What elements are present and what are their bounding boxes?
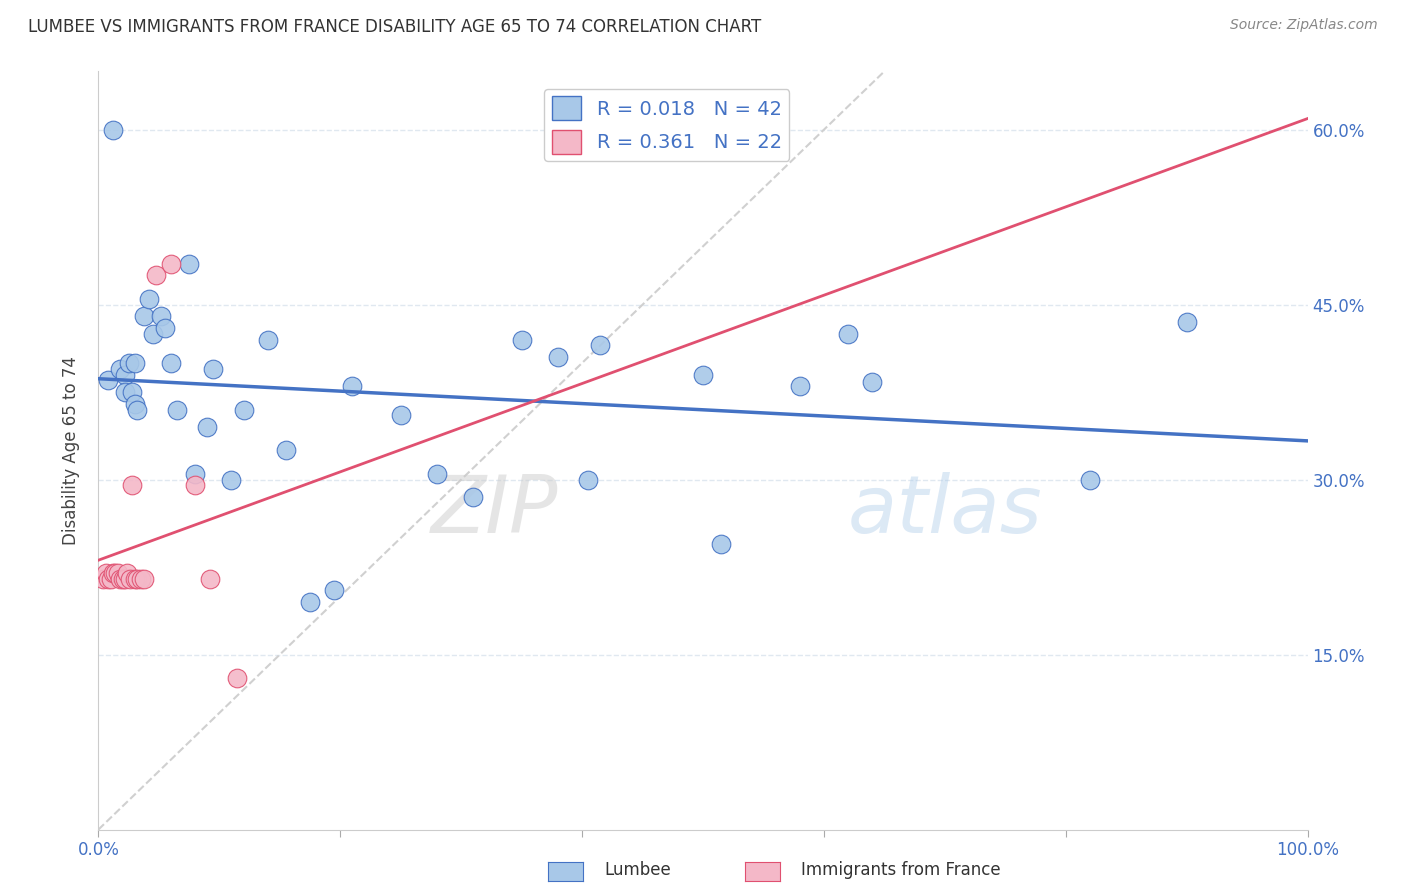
- Point: [145, 268, 167, 283]
- Point: [124, 572, 146, 586]
- Point: [114, 368, 136, 382]
- Text: ZIP: ZIP: [430, 472, 558, 550]
- Y-axis label: Disability Age 65 to 74: Disability Age 65 to 74: [62, 356, 80, 545]
- Point: [221, 473, 243, 487]
- Point: [342, 379, 364, 393]
- Point: [510, 333, 533, 347]
- Point: [198, 572, 221, 586]
- Point: [127, 402, 149, 417]
- Point: [118, 572, 141, 586]
- Point: [323, 583, 346, 598]
- Point: [134, 310, 156, 324]
- Point: [121, 385, 143, 400]
- Text: atlas: atlas: [848, 472, 1043, 550]
- Point: [1175, 315, 1198, 329]
- Point: [710, 537, 733, 551]
- Point: [232, 402, 254, 417]
- Point: [589, 338, 612, 352]
- Text: Source: ZipAtlas.com: Source: ZipAtlas.com: [1230, 18, 1378, 32]
- Point: [134, 572, 156, 586]
- Point: [153, 321, 176, 335]
- Point: [860, 375, 883, 389]
- Point: [114, 572, 136, 586]
- Legend: R = 0.018   N = 42, R = 0.361   N = 22: R = 0.018 N = 42, R = 0.361 N = 22: [544, 88, 789, 161]
- Point: [202, 361, 225, 376]
- Point: [426, 467, 449, 481]
- Point: [184, 467, 207, 481]
- Point: [91, 572, 114, 586]
- Text: LUMBEE VS IMMIGRANTS FROM FRANCE DISABILITY AGE 65 TO 74 CORRELATION CHART: LUMBEE VS IMMIGRANTS FROM FRANCE DISABIL…: [28, 18, 762, 36]
- Point: [124, 397, 146, 411]
- Point: [274, 443, 297, 458]
- Point: [97, 572, 120, 586]
- Point: [226, 671, 249, 685]
- Point: [184, 478, 207, 492]
- Point: [150, 310, 173, 324]
- Point: [108, 361, 131, 376]
- Point: [108, 572, 131, 586]
- Point: [160, 257, 183, 271]
- Point: [256, 333, 278, 347]
- Point: [127, 572, 149, 586]
- Point: [166, 402, 188, 417]
- Point: [104, 566, 127, 580]
- Point: [142, 326, 165, 341]
- Point: [160, 356, 183, 370]
- Text: Lumbee: Lumbee: [605, 861, 671, 879]
- Point: [114, 385, 136, 400]
- Point: [94, 566, 117, 580]
- Point: [117, 566, 139, 580]
- Point: [1078, 473, 1101, 487]
- Point: [101, 566, 124, 580]
- Point: [195, 420, 218, 434]
- Point: [121, 478, 143, 492]
- Point: [129, 572, 152, 586]
- Text: Immigrants from France: Immigrants from France: [801, 861, 1001, 879]
- Point: [179, 257, 201, 271]
- Point: [124, 356, 146, 370]
- Point: [107, 566, 129, 580]
- Point: [118, 356, 141, 370]
- Point: [547, 350, 569, 364]
- Point: [100, 572, 122, 586]
- Point: [463, 490, 485, 504]
- Point: [97, 374, 120, 388]
- Point: [576, 473, 599, 487]
- Point: [789, 379, 811, 393]
- Point: [111, 572, 134, 586]
- Point: [837, 326, 859, 341]
- Point: [138, 292, 160, 306]
- Point: [101, 122, 124, 136]
- Point: [299, 595, 322, 609]
- Point: [389, 409, 412, 423]
- Point: [692, 368, 714, 382]
